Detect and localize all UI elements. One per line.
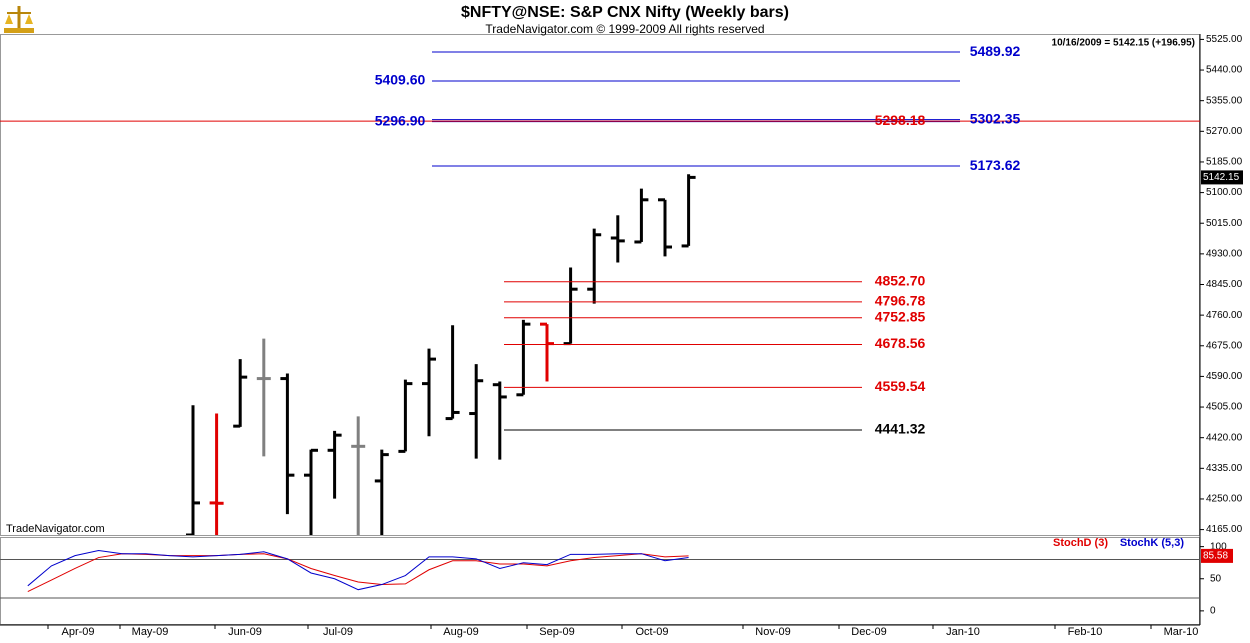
y-tick-label: 5270.00	[1206, 126, 1243, 137]
price-marks	[186, 174, 696, 535]
y-tick-label: 5100.00	[1206, 187, 1243, 198]
level-label: 4441.32	[875, 421, 926, 437]
last-stoch-label: 85.58	[1203, 551, 1228, 562]
x-tick-label: Aug-09	[443, 626, 478, 638]
x-tick-label: Apr-09	[61, 626, 94, 638]
level-label: 4752.85	[875, 308, 926, 324]
y-tick-label: 4760.00	[1206, 310, 1243, 321]
last-stoch-box	[1201, 548, 1233, 563]
level-label: 5298.18	[875, 112, 926, 128]
y-tick-label: 4505.00	[1206, 402, 1243, 413]
y-tick-label: 4930.00	[1206, 249, 1243, 260]
level-label: 4678.56	[875, 335, 926, 351]
watermark: TradeNavigator.com	[6, 523, 105, 535]
y-tick-label: 4250.00	[1206, 494, 1243, 505]
level-label: 5296.90	[375, 112, 426, 128]
y-tick-label: 5440.00	[1206, 65, 1243, 76]
x-tick-label: Oct-09	[635, 626, 668, 638]
y-tick-label: 5525.00	[1206, 34, 1243, 45]
y-tick-label: 4675.00	[1206, 340, 1243, 351]
x-tick-label: Mar-10	[1164, 626, 1199, 638]
level-label: 5409.60	[375, 72, 426, 88]
level-label: 5173.62	[970, 157, 1021, 173]
stoch-line	[27, 549, 689, 591]
x-tick-label: Jan-10	[946, 626, 980, 638]
y-tick-label: 4590.00	[1206, 371, 1243, 382]
y-tick-label: 4165.00	[1206, 524, 1243, 535]
level-label: 5302.35	[970, 110, 1021, 126]
y-tick-label: 4845.00	[1206, 279, 1243, 290]
stoch-tick-label: 0	[1210, 606, 1216, 617]
level-label: 4852.70	[875, 272, 926, 288]
y-tick-label: 5185.00	[1206, 157, 1243, 168]
last-price-label: 5142.15	[1203, 172, 1240, 183]
chart-subtitle: TradeNavigator.com © 1999-2009 All right…	[485, 22, 764, 36]
x-tick-label: Nov-09	[755, 626, 790, 638]
level-label: 5489.92	[970, 43, 1021, 59]
legend-entry: StochK (5,3)	[1120, 537, 1185, 549]
stoch-tick-label: 100	[1210, 541, 1227, 552]
y-tick-label: 5015.00	[1206, 218, 1243, 229]
x-tick-label: Jun-09	[228, 626, 262, 638]
chart-title: $NFTY@NSE: S&P CNX Nifty (Weekly bars)	[461, 4, 789, 21]
status-text: 10/16/2009 = 5142.15 (+196.95)	[1052, 38, 1195, 49]
legend-entry: StochD (3)	[1053, 537, 1108, 549]
x-tick-label: Sep-09	[539, 626, 574, 638]
y-tick-label: 5355.00	[1206, 95, 1243, 106]
x-tick-label: Jul-09	[323, 626, 353, 638]
y-tick-label: 4335.00	[1206, 463, 1243, 474]
x-tick-label: Dec-09	[851, 626, 886, 638]
level-label: 4559.54	[875, 378, 926, 394]
stoch-tick-label: 50	[1210, 573, 1222, 584]
x-tick-label: May-09	[132, 626, 169, 638]
logo	[4, 6, 34, 33]
last-price-box	[1201, 170, 1243, 185]
x-tick-label: Feb-10	[1068, 626, 1103, 638]
y-tick-label: 4420.00	[1206, 432, 1243, 443]
level-label: 4796.78	[875, 293, 926, 309]
